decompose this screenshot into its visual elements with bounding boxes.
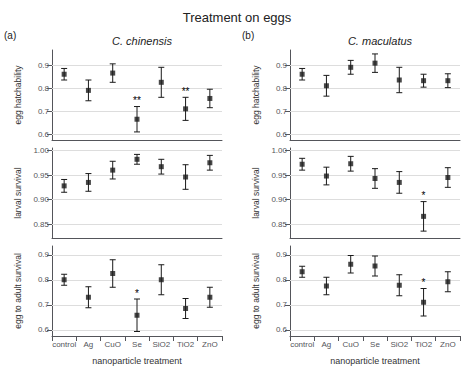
svg-text:control: control — [290, 340, 314, 349]
svg-text:*: * — [422, 277, 426, 288]
svg-text:0.7: 0.7 — [276, 300, 288, 309]
svg-text:Ag: Ag — [322, 340, 332, 349]
svg-text:CuO: CuO — [104, 340, 120, 349]
svg-text:ZnO: ZnO — [202, 340, 218, 349]
svg-text:1.00: 1.00 — [33, 146, 49, 155]
svg-text:0.85: 0.85 — [33, 220, 49, 229]
svg-text:Se: Se — [132, 340, 142, 349]
svg-text:*: * — [422, 190, 426, 201]
svg-text:nanoparticle treatment: nanoparticle treatment — [330, 356, 420, 366]
svg-text:Se: Se — [370, 340, 380, 349]
svg-text:0.6: 0.6 — [38, 325, 50, 334]
svg-text:0.8: 0.8 — [276, 275, 288, 284]
svg-text:0.90: 0.90 — [271, 195, 287, 204]
svg-text:larval survival: larval survival — [251, 167, 261, 219]
svg-text:control: control — [52, 340, 76, 349]
svg-text:SiO2: SiO2 — [152, 340, 170, 349]
svg-text:CuO: CuO — [342, 340, 358, 349]
svg-text:egg to adult survival: egg to adult survival — [13, 253, 23, 329]
svg-text:0.6: 0.6 — [38, 130, 50, 139]
svg-text:(a): (a) — [4, 30, 16, 41]
svg-text:0.9: 0.9 — [38, 61, 50, 70]
svg-text:0.9: 0.9 — [38, 250, 50, 259]
svg-text:SiO2: SiO2 — [390, 340, 408, 349]
svg-text:ZnO: ZnO — [440, 340, 456, 349]
svg-text:TiO2: TiO2 — [415, 340, 433, 349]
svg-text:0.6: 0.6 — [276, 325, 288, 334]
svg-text:**: ** — [133, 95, 141, 106]
svg-text:0.8: 0.8 — [276, 84, 288, 93]
svg-text:0.7: 0.7 — [38, 300, 50, 309]
svg-text:larval survival: larval survival — [13, 167, 23, 219]
svg-text:**: ** — [182, 86, 190, 97]
svg-text:*: * — [135, 288, 139, 299]
svg-text:0.8: 0.8 — [38, 275, 50, 284]
svg-text:0.9: 0.9 — [276, 61, 288, 70]
svg-text:0.85: 0.85 — [271, 220, 287, 229]
svg-text:0.8: 0.8 — [38, 84, 50, 93]
svg-text:0.95: 0.95 — [33, 171, 49, 180]
svg-text:0.7: 0.7 — [38, 107, 50, 116]
svg-text:C. chinensis: C. chinensis — [112, 35, 172, 47]
svg-text:0.95: 0.95 — [271, 171, 287, 180]
svg-text:0.7: 0.7 — [276, 107, 288, 116]
svg-text:Ag: Ag — [84, 340, 94, 349]
svg-text:(b): (b) — [242, 30, 254, 41]
svg-text:1.00: 1.00 — [271, 146, 287, 155]
svg-text:nanoparticle treatment: nanoparticle treatment — [92, 356, 182, 366]
svg-text:egg hatchability: egg hatchability — [13, 65, 23, 125]
svg-text:0.9: 0.9 — [276, 250, 288, 259]
svg-text:TiO2: TiO2 — [177, 340, 195, 349]
svg-text:0.6: 0.6 — [276, 130, 288, 139]
svg-text:C. maculatus: C. maculatus — [348, 35, 413, 47]
svg-text:Treatment on eggs: Treatment on eggs — [183, 10, 292, 25]
svg-text:egg hatchability: egg hatchability — [251, 65, 261, 125]
svg-text:0.90: 0.90 — [33, 195, 49, 204]
svg-text:egg to adult survival: egg to adult survival — [251, 253, 261, 329]
